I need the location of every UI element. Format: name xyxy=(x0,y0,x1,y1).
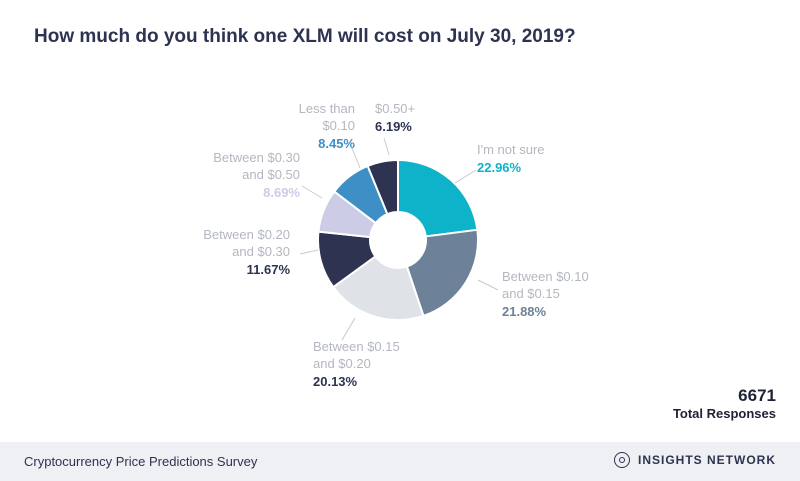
slice-category-text: and $0.50 xyxy=(242,167,300,182)
slice-percent-text: 8.69% xyxy=(263,185,300,200)
footer-bar: Cryptocurrency Price Predictions Survey … xyxy=(0,442,800,481)
leader-line-3 xyxy=(299,249,319,255)
total-responses-label: Total Responses xyxy=(672,406,776,421)
slice-category-text: I'm not sure xyxy=(477,142,545,157)
leader-line-6 xyxy=(383,137,390,156)
leader-line-0 xyxy=(454,169,477,184)
donut-slice-2 xyxy=(331,255,425,321)
brand-name: INSIGHTS NETWORK xyxy=(638,453,776,467)
slice-percent-text: 20.13% xyxy=(313,374,358,389)
leader-line-1 xyxy=(477,279,499,291)
slice-percent-text: 6.19% xyxy=(375,119,412,134)
slice-category-text: Between $0.10 xyxy=(502,269,589,284)
slice-category-text: and $0.30 xyxy=(232,244,290,259)
donut-slice-6 xyxy=(366,158,399,216)
slice-label-0: I'm not sure 22.96% xyxy=(477,141,545,176)
slice-label-3: Between $0.20 and $0.30 11.67% xyxy=(203,226,290,278)
leader-line-5 xyxy=(351,147,361,169)
slice-category-text: Between $0.20 xyxy=(203,227,290,242)
slice-category-text: Between $0.30 xyxy=(213,150,300,165)
slice-label-1: Between $0.10 and $0.15 21.88% xyxy=(502,268,589,320)
total-responses-value: 6671 xyxy=(738,386,776,405)
slice-label-5: Less than $0.10 8.45% xyxy=(299,100,355,152)
slice-label-2: Between $0.15 and $0.20 20.13% xyxy=(313,338,400,390)
slice-label-6: $0.50+ 6.19% xyxy=(375,100,415,135)
slice-percent-text: 22.96% xyxy=(477,160,522,175)
donut-slice-0 xyxy=(397,158,479,238)
insights-network-logo-icon xyxy=(614,452,630,468)
slice-category-text: and $0.15 xyxy=(502,286,560,301)
leader-line-2 xyxy=(341,317,356,341)
total-responses: 6671 Total Responses xyxy=(673,386,776,422)
chart-title: How much do you think one XLM will cost … xyxy=(34,26,576,47)
slice-percent-text: 21.88% xyxy=(502,304,547,319)
leader-line-4 xyxy=(301,185,323,199)
survey-name: Cryptocurrency Price Predictions Survey xyxy=(24,454,258,469)
slice-category-text: and $0.20 xyxy=(313,356,371,371)
slice-category-text: $0.50+ xyxy=(375,101,416,116)
slice-percent-text: 11.67% xyxy=(246,262,290,277)
brand: INSIGHTS NETWORK xyxy=(614,452,776,468)
slice-category-text: Less than xyxy=(298,101,355,116)
donut-slice-1 xyxy=(405,228,479,318)
slice-label-4: Between $0.30 and $0.50 8.69% xyxy=(213,149,300,201)
slice-percent-text: 8.45% xyxy=(318,136,355,151)
slice-category-text: Between $0.15 xyxy=(313,339,400,354)
slice-category-text: $0.10 xyxy=(322,118,355,133)
